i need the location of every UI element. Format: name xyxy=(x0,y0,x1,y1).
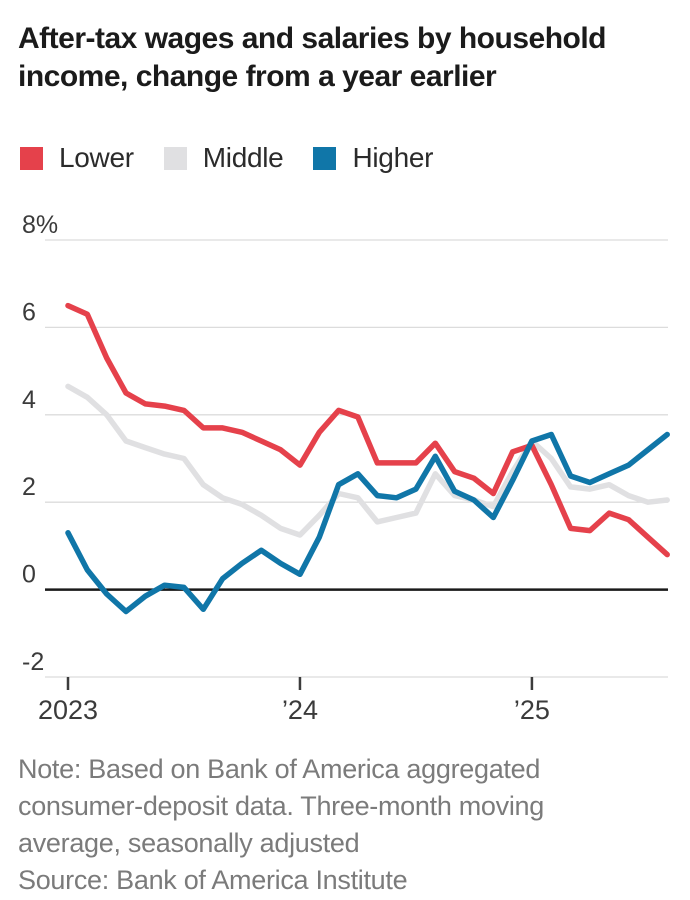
x-tick-label-2023: 2023 xyxy=(38,695,98,725)
legend-item-middle: Middle xyxy=(163,142,284,174)
higher-swatch-icon xyxy=(313,146,337,170)
y-tick-label-8: 8% xyxy=(22,211,58,239)
chart-canvas: 8% 6 4 2 0 -2 2023 ’24 ’25 xyxy=(22,211,670,725)
y-tick-label-0: 0 xyxy=(22,561,36,589)
line-chart: 8% 6 4 2 0 -2 2023 ’24 ’25 xyxy=(0,205,690,755)
lower-swatch-icon xyxy=(20,146,43,170)
legend-label-lower: Lower xyxy=(59,142,134,173)
chart-footer: Note: Based on Bank of America aggregate… xyxy=(18,751,598,899)
legend-label-higher: Higher xyxy=(352,142,434,173)
title-line-1: After-tax wages and salaries by househol… xyxy=(18,22,607,55)
y-gridlines xyxy=(45,239,668,678)
y-tick-label-4: 4 xyxy=(22,386,36,414)
legend-item-higher: Higher xyxy=(313,142,433,174)
x-axis: 2023 ’24 ’25 xyxy=(38,677,550,725)
middle-swatch-icon xyxy=(163,146,187,170)
y-tick-label-2: 2 xyxy=(22,473,36,501)
y-tick-label-6: 6 xyxy=(22,298,36,326)
note-text: Note: Based on Bank of America aggregate… xyxy=(18,754,544,858)
series-line-lower xyxy=(65,302,670,558)
legend: Lower Middle Higher xyxy=(20,142,463,174)
y-tick-label--2: -2 xyxy=(22,648,44,676)
series-line-higher xyxy=(65,431,670,615)
page-title: After-tax wages and salaries by househol… xyxy=(18,20,678,96)
title-line-2: income, change from a year earlier xyxy=(18,60,497,93)
series-lines xyxy=(65,302,670,615)
y-axis-labels: 8% 6 4 2 0 -2 xyxy=(22,211,58,676)
legend-label-middle: Middle xyxy=(202,142,284,173)
source-text: Source: Bank of America Institute xyxy=(18,865,408,895)
x-tick-label-24: ’24 xyxy=(282,695,318,725)
series-line-middle xyxy=(65,383,670,538)
x-tick-label-25: ’25 xyxy=(514,695,550,725)
legend-item-lower: Lower xyxy=(20,142,134,174)
